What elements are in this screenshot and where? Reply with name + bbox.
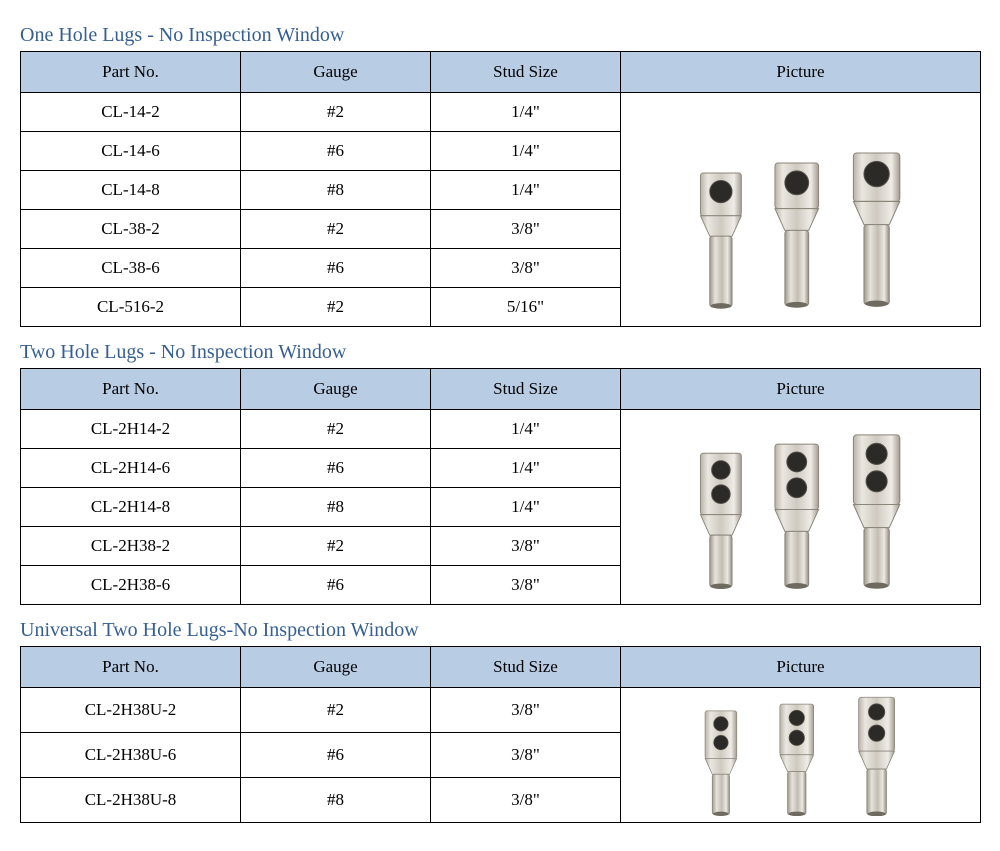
column-header: Stud Size bbox=[431, 369, 621, 410]
table-row: CL-2H14-2#21/4" bbox=[21, 410, 981, 449]
lug-illustration bbox=[767, 147, 827, 320]
cell-gauge: #2 bbox=[241, 527, 431, 566]
section-title: One Hole Lugs - No Inspection Window bbox=[20, 24, 980, 47]
column-header: Picture bbox=[621, 369, 981, 410]
lug-table: Part No.GaugeStud SizePictureCL-2H14-2#2… bbox=[20, 368, 981, 605]
cell-part: CL-2H38-2 bbox=[21, 527, 241, 566]
cell-part: CL-14-2 bbox=[21, 93, 241, 132]
column-header: Stud Size bbox=[431, 52, 621, 93]
table-row: CL-14-2#21/4" bbox=[21, 93, 981, 132]
cell-stud: 3/8" bbox=[431, 566, 621, 605]
column-header: Picture bbox=[621, 52, 981, 93]
cell-stud: 1/4" bbox=[431, 132, 621, 171]
cell-part: CL-2H14-2 bbox=[21, 410, 241, 449]
cell-part: CL-38-6 bbox=[21, 249, 241, 288]
lug-illustration bbox=[845, 694, 908, 816]
cell-gauge: #2 bbox=[241, 410, 431, 449]
cell-stud: 3/8" bbox=[431, 778, 621, 823]
cell-gauge: #6 bbox=[241, 449, 431, 488]
cell-stud: 3/8" bbox=[431, 527, 621, 566]
column-header: Gauge bbox=[241, 647, 431, 688]
cell-gauge: #6 bbox=[241, 132, 431, 171]
lug-picture-group bbox=[625, 416, 976, 598]
table-row: CL-2H38U-2#23/8" bbox=[21, 688, 981, 733]
column-header: Gauge bbox=[241, 52, 431, 93]
lug-illustration bbox=[693, 708, 749, 816]
cell-part: CL-2H38U-2 bbox=[21, 688, 241, 733]
column-header: Stud Size bbox=[431, 647, 621, 688]
lug-picture-group bbox=[625, 694, 976, 816]
cell-part: CL-516-2 bbox=[21, 288, 241, 327]
lug-illustration bbox=[845, 136, 908, 320]
cell-gauge: #8 bbox=[241, 488, 431, 527]
cell-gauge: #8 bbox=[241, 778, 431, 823]
column-header: Part No. bbox=[21, 52, 241, 93]
picture-cell bbox=[621, 93, 981, 327]
cell-gauge: #8 bbox=[241, 171, 431, 210]
cell-gauge: #6 bbox=[241, 566, 431, 605]
cell-gauge: #2 bbox=[241, 210, 431, 249]
cell-part: CL-2H38U-6 bbox=[21, 733, 241, 778]
cell-part: CL-2H14-6 bbox=[21, 449, 241, 488]
lug-illustration bbox=[693, 441, 749, 598]
cell-gauge: #2 bbox=[241, 288, 431, 327]
column-header: Picture bbox=[621, 647, 981, 688]
column-header: Part No. bbox=[21, 369, 241, 410]
cell-part: CL-2H38U-8 bbox=[21, 778, 241, 823]
column-header: Part No. bbox=[21, 647, 241, 688]
lug-illustration bbox=[693, 158, 749, 320]
lug-table: Part No.GaugeStud SizePictureCL-14-2#21/… bbox=[20, 51, 981, 327]
section-title: Universal Two Hole Lugs-No Inspection Wi… bbox=[20, 619, 980, 642]
cell-stud: 1/4" bbox=[431, 410, 621, 449]
cell-part: CL-38-2 bbox=[21, 210, 241, 249]
cell-part: CL-2H38-6 bbox=[21, 566, 241, 605]
cell-gauge: #6 bbox=[241, 249, 431, 288]
cell-gauge: #6 bbox=[241, 733, 431, 778]
lug-illustration bbox=[767, 431, 827, 598]
picture-cell bbox=[621, 688, 981, 823]
lug-table: Part No.GaugeStud SizePictureCL-2H38U-2#… bbox=[20, 646, 981, 823]
picture-cell bbox=[621, 410, 981, 605]
cell-gauge: #2 bbox=[241, 688, 431, 733]
cell-stud: 5/16" bbox=[431, 288, 621, 327]
cell-stud: 3/8" bbox=[431, 688, 621, 733]
cell-stud: 1/4" bbox=[431, 449, 621, 488]
cell-stud: 1/4" bbox=[431, 171, 621, 210]
cell-stud: 3/8" bbox=[431, 249, 621, 288]
lug-illustration bbox=[767, 701, 827, 816]
cell-stud: 3/8" bbox=[431, 210, 621, 249]
lug-illustration bbox=[845, 421, 908, 598]
cell-stud: 3/8" bbox=[431, 733, 621, 778]
cell-stud: 1/4" bbox=[431, 93, 621, 132]
cell-stud: 1/4" bbox=[431, 488, 621, 527]
lug-picture-group bbox=[625, 99, 976, 320]
cell-part: CL-14-6 bbox=[21, 132, 241, 171]
cell-part: CL-14-8 bbox=[21, 171, 241, 210]
section-title: Two Hole Lugs - No Inspection Window bbox=[20, 341, 980, 364]
cell-part: CL-2H14-8 bbox=[21, 488, 241, 527]
column-header: Gauge bbox=[241, 369, 431, 410]
cell-gauge: #2 bbox=[241, 93, 431, 132]
